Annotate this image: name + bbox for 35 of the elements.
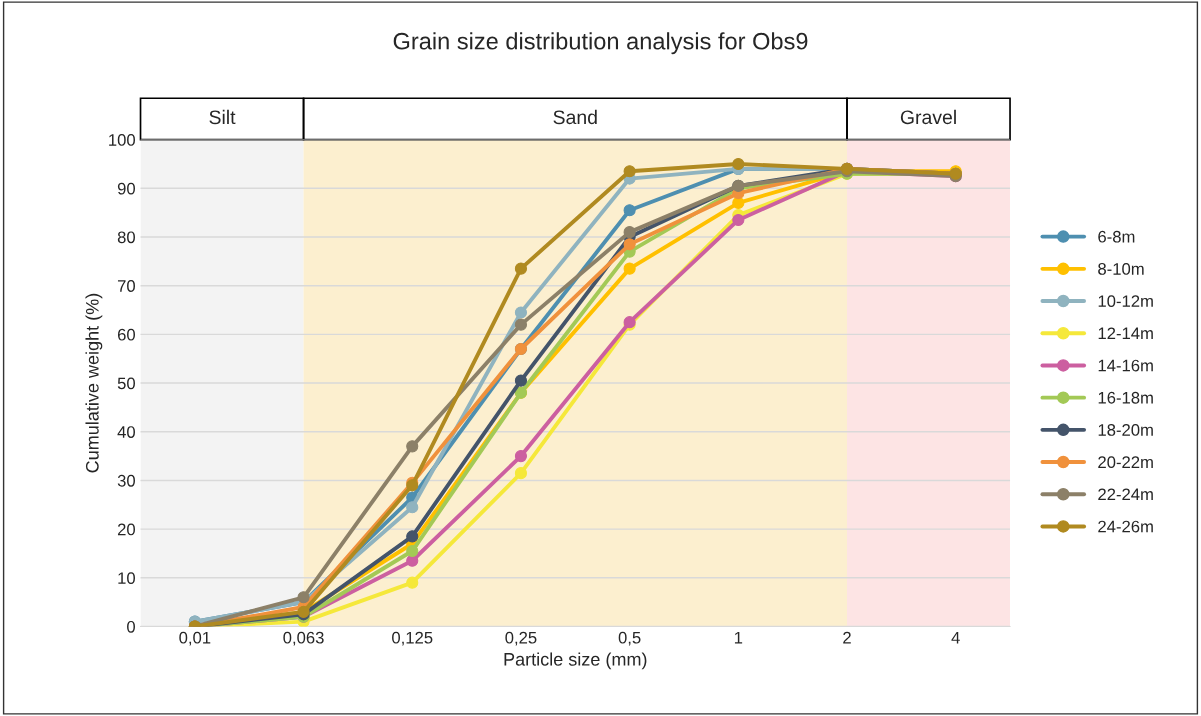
y-tick-label: 30	[117, 474, 136, 487]
y-tick-label: 90	[117, 182, 136, 195]
y-tick-label: 100	[109, 134, 136, 146]
x-tick-label: 2	[843, 631, 851, 644]
y-axis-title: Cumulative weight (%)	[85, 293, 103, 473]
y-tick-label: 80	[117, 231, 136, 244]
legend-label: 22-24m	[1098, 488, 1153, 501]
y-tick-label: 60	[117, 328, 136, 341]
y-tick-label: 20	[117, 523, 136, 536]
x-tick-label: 4	[951, 631, 960, 644]
y-tick-label: 0	[127, 620, 135, 633]
x-axis-title: Particle size (mm)	[504, 652, 647, 670]
x-tick-label: 0,5	[618, 631, 641, 646]
legend-label: 6-8m	[1098, 230, 1135, 243]
x-tick-label: 0,01	[179, 631, 211, 646]
y-tick-label: 40	[117, 426, 136, 438]
band-label: Sand	[553, 109, 597, 125]
chart-title: Grain size distribution analysis for Obs9	[393, 32, 808, 55]
x-tick-label: 0,063	[283, 631, 324, 646]
band-label: Silt	[209, 109, 236, 125]
legend-label: 10-12m	[1098, 295, 1153, 308]
y-tick-label: 70	[117, 280, 136, 292]
x-tick-label: 0,125	[392, 631, 433, 646]
x-tick-label: 1	[734, 631, 743, 644]
legend-label: 18-20m	[1098, 424, 1153, 436]
y-tick-label: 50	[117, 377, 136, 390]
legend-label: 8-10m	[1098, 263, 1144, 275]
legend-label: 20-22m	[1098, 456, 1153, 469]
x-tick-label: 0,25	[505, 631, 537, 646]
legend-label: 16-18m	[1098, 391, 1153, 404]
y-tick-label: 10	[118, 572, 136, 585]
band-label: Gravel	[900, 109, 956, 125]
legend-label: 14-16m	[1098, 359, 1153, 372]
legend-label: 12-14m	[1098, 327, 1153, 340]
legend-label: 24-26m	[1098, 520, 1153, 533]
